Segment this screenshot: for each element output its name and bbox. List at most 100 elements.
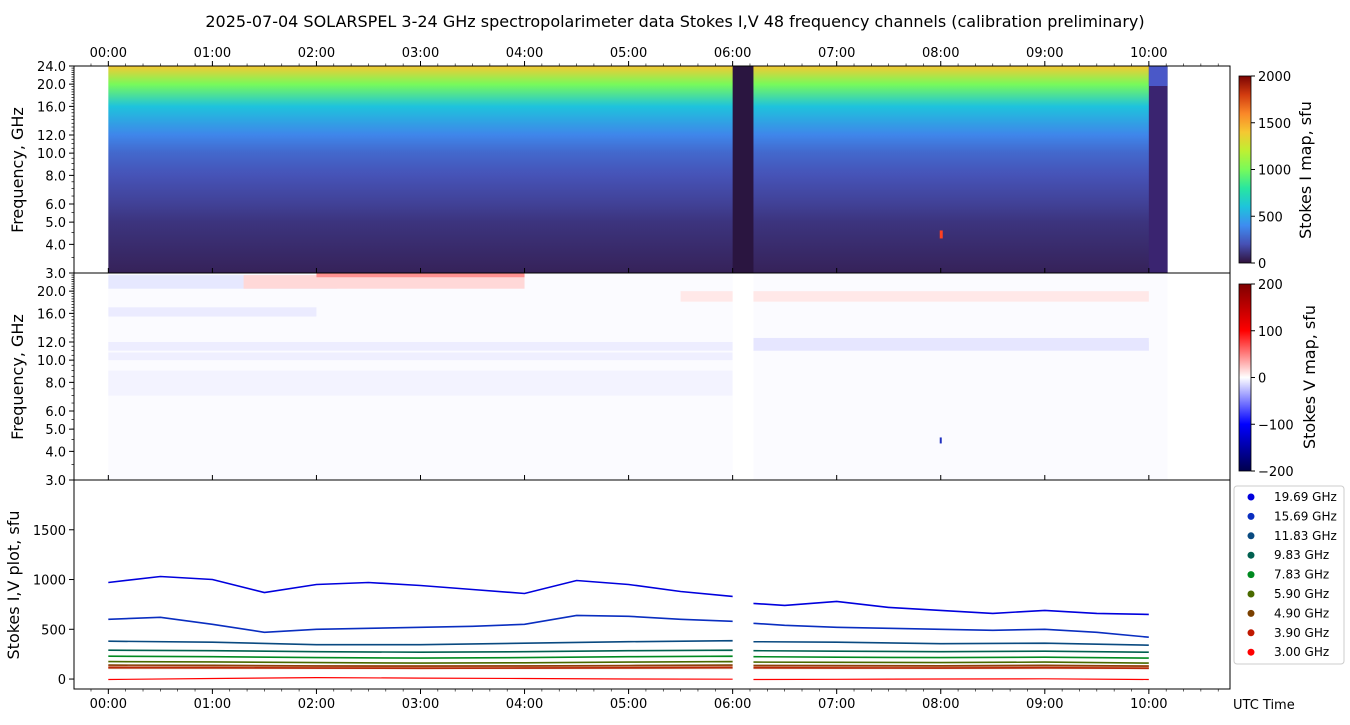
colorbar-tick-label: 1000 — [1258, 164, 1291, 179]
bottom-time-label: 07:00 — [818, 697, 855, 712]
stokes-v-band — [316, 273, 525, 278]
bottom-time-label: 05:00 — [610, 697, 647, 712]
legend-label: 4.90 GHz — [1274, 606, 1329, 620]
stokes-i-spectrum — [108, 66, 1168, 273]
y-tick-label: 3.0 — [45, 267, 66, 282]
data-gap — [732, 66, 754, 273]
bottom-time-label: 03:00 — [402, 697, 439, 712]
colorbar-tick-label: −200 — [1258, 465, 1294, 480]
series-line — [108, 614, 1149, 638]
stokes-v-band — [108, 352, 733, 361]
colorbar-tick-label: 0 — [1258, 257, 1266, 272]
y-tick-label: 6.0 — [45, 198, 66, 213]
stokes-i-colorbar-bar — [1238, 75, 1252, 264]
bottom-time-label: 02:00 — [298, 697, 335, 712]
y-tick-label: 20.0 — [37, 285, 66, 300]
stokes-v-band — [243, 275, 525, 289]
legend-label: 3.90 GHz — [1274, 626, 1329, 640]
figure-title: 2025-07-04 SOLARSPEL 3-24 GHz spectropol… — [205, 12, 1144, 31]
top-time-label: 06:00 — [714, 46, 751, 61]
legend-marker — [1247, 590, 1255, 598]
colorbar-tick-label: 1500 — [1258, 117, 1291, 132]
stokes-v-band — [108, 307, 317, 317]
stokes-v-y-label: Frequency, GHz — [8, 314, 27, 440]
colorbar-tick-label: −100 — [1258, 418, 1294, 433]
stokes-v-band — [680, 291, 1149, 302]
y-tick-label: 1000 — [33, 574, 66, 589]
bottom-time-label: 04:00 — [506, 697, 543, 712]
series-line — [108, 655, 1149, 659]
colorbar-tick-label: 0 — [1258, 372, 1266, 387]
stokes-iv-y-label: Stokes I,V plot, sfu — [4, 511, 23, 660]
stokes-i-y-label: Frequency, GHz — [8, 107, 27, 233]
colorbar-tick-label: 500 — [1258, 210, 1283, 225]
top-time-axis: 00:00 01:00 02:00 03:00 04:00 05:00 06:00 07:00… — [90, 46, 1219, 66]
legend-marker — [1247, 629, 1255, 637]
bottom-time-label: 10:00 — [1130, 697, 1167, 712]
stokes-v-panel: 3.0 4.0 5.0 6.0 8.0 10.0 12.0 16.0 20.0 Frequenc… — [8, 272, 1231, 489]
stokes-i-heatmap — [108, 66, 1168, 273]
stokes-iv-frame — [73, 479, 1231, 690]
y-tick-label: 4.0 — [45, 238, 66, 253]
y-tick-label: 6.0 — [45, 405, 66, 420]
y-tick-label: 3.0 — [45, 474, 66, 489]
top-time-label: 02:00 — [298, 46, 335, 61]
stokes-v-band — [108, 342, 1149, 351]
y-tick-label: 10.0 — [37, 354, 66, 369]
y-tick-label: 24.0 — [37, 60, 66, 75]
y-tick-label: 5.0 — [45, 423, 66, 438]
series-line — [108, 649, 1149, 654]
legend-box — [1233, 485, 1345, 665]
bottom-time-label: 01:00 — [194, 697, 231, 712]
y-tick-label: 20.0 — [37, 78, 66, 93]
stokes-i-colorbar: 2000 1500 1000 500 0 Stokes I map, sfu — [1238, 70, 1315, 272]
y-tick-label: 10.0 — [37, 147, 66, 162]
y-tick-label: 12.0 — [37, 129, 66, 144]
y-tick-label: 1500 — [33, 524, 66, 539]
stokes-v-y-axis: 3.0 4.0 5.0 6.0 8.0 10.0 12.0 16.0 20.0 — [37, 274, 74, 489]
top-time-label: 05:00 — [610, 46, 647, 61]
stokes-v-heatmap — [108, 273, 1168, 480]
stokes-v-colorbar-bar — [1238, 283, 1252, 472]
series-line — [108, 575, 1149, 616]
legend-marker — [1247, 532, 1255, 540]
top-time-label: 07:00 — [818, 46, 855, 61]
legend-label: 19.69 GHz — [1274, 490, 1337, 504]
colorbar-tick-label: 200 — [1258, 278, 1283, 293]
legend-marker — [1247, 609, 1255, 617]
x-axis-label: UTC Time — [1233, 698, 1295, 713]
y-tick-label: 500 — [41, 623, 66, 638]
series-line — [108, 639, 1149, 646]
legend-marker — [1247, 512, 1255, 520]
data-gap-top — [1148, 66, 1168, 86]
data-gap — [732, 273, 754, 480]
legend-label: 7.83 GHz — [1274, 568, 1329, 582]
y-tick-label: 12.0 — [37, 336, 66, 351]
y-tick-label: 4.0 — [45, 445, 66, 460]
stokes-v-colorbar-label: Stokes V map, sfu — [1300, 305, 1319, 449]
y-tick-label: 8.0 — [45, 376, 66, 391]
legend-marker — [1247, 551, 1255, 559]
bottom-time-label: 06:00 — [714, 697, 751, 712]
y-tick-label: 8.0 — [45, 169, 66, 184]
stokes-v-band — [753, 337, 1149, 351]
stokes-v-band — [108, 370, 733, 396]
top-time-label: 03:00 — [402, 46, 439, 61]
bottom-time-label: 09:00 — [1026, 697, 1063, 712]
series-line — [108, 676, 1149, 681]
series-line — [108, 660, 1149, 664]
legend-label: 3.00 GHz — [1274, 645, 1329, 659]
top-time-label: 04:00 — [506, 46, 543, 61]
top-time-label: 00:00 — [90, 46, 127, 61]
stokes-iv-lines — [108, 480, 1149, 689]
y-tick-label: 16.0 — [37, 100, 66, 115]
low-frequency-band — [108, 665, 1149, 670]
stokes-i-panel: 00:00 01:00 02:00 03:00 04:00 05:00 06:00 07:00… — [8, 46, 1231, 282]
burst-marker — [939, 230, 943, 239]
data-gap — [732, 480, 754, 689]
legend-marker — [1247, 571, 1255, 579]
stokes-iv-y-axis: 0 500 1000 1500 — [33, 524, 74, 688]
bottom-time-label: 00:00 — [90, 697, 127, 712]
y-tick-label: 0 — [58, 673, 66, 688]
